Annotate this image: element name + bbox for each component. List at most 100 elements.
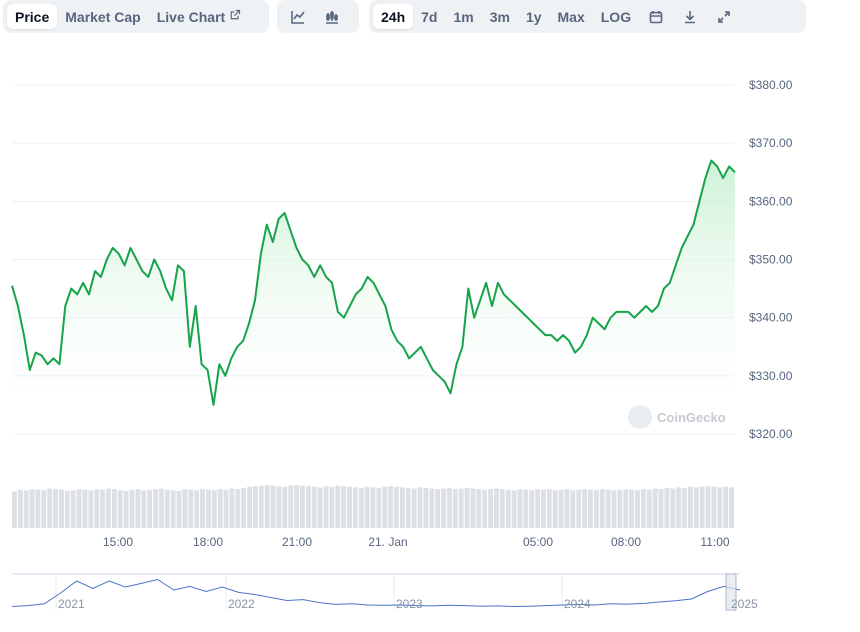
volume-bar	[64, 490, 70, 528]
volume-bar	[59, 489, 64, 528]
volume-bar	[12, 491, 17, 528]
volume-bar	[458, 488, 464, 528]
volume-bar	[111, 489, 117, 528]
volume-bar	[682, 487, 687, 528]
tab-price[interactable]: Price	[7, 4, 58, 29]
range-7d[interactable]: 7d	[421, 8, 438, 25]
volume-bar	[382, 486, 388, 528]
volume-bar	[300, 485, 305, 528]
volume-bar	[200, 489, 205, 528]
volume-bar	[388, 486, 394, 528]
volume-bar	[435, 489, 441, 528]
range-1y[interactable]: 1y	[525, 8, 542, 25]
volume-bar	[535, 489, 541, 528]
volume-bar	[488, 489, 493, 528]
volume-bar	[17, 489, 23, 528]
tab-live-chart[interactable]: Live Chart	[149, 4, 249, 29]
volume-bar	[170, 490, 176, 528]
log-scale-toggle[interactable]: LOG	[600, 8, 632, 25]
volume-bar	[147, 489, 153, 528]
volume-bar	[153, 489, 158, 528]
volume-bar	[446, 487, 452, 528]
volume-bar	[399, 487, 405, 528]
volume-bar	[617, 489, 623, 528]
range-24h[interactable]: 24h	[373, 4, 414, 29]
volume-bar	[211, 490, 217, 528]
x-tick-label: 15:00	[103, 535, 133, 549]
volume-bar	[352, 487, 358, 528]
volume-bar	[411, 488, 417, 528]
volume-bar	[335, 485, 341, 528]
y-tick-label: $320.00	[749, 427, 793, 441]
volume-bar	[676, 487, 682, 528]
volume-bar	[441, 488, 446, 528]
volume-bar	[41, 490, 47, 528]
volume-bar	[541, 489, 546, 528]
volume-bar	[599, 489, 605, 528]
volume-bar	[582, 489, 588, 528]
volume-bar	[476, 489, 482, 528]
line-chart-icon[interactable]	[281, 4, 315, 29]
volume-bar	[258, 485, 264, 528]
volume-bar	[670, 488, 676, 528]
volume-bar	[576, 489, 582, 528]
volume-bar	[729, 487, 734, 528]
volume-bar	[588, 489, 593, 528]
volume-bar	[658, 489, 664, 528]
volume-bar	[529, 490, 535, 528]
volume-bar	[194, 490, 200, 528]
volume-bar	[570, 490, 576, 528]
navigator-line	[11, 578, 741, 608]
navigator-range-handle[interactable]	[725, 573, 737, 611]
candlestick-chart-icon[interactable]	[315, 4, 349, 29]
y-tick-label: $350.00	[749, 253, 793, 267]
volume-bar	[47, 488, 53, 528]
volume-bar	[205, 489, 211, 528]
volume-bar	[623, 489, 629, 528]
volume-bar	[376, 487, 382, 528]
volume-bar	[482, 489, 488, 528]
volume-bar	[605, 489, 611, 528]
volume-bar	[593, 490, 599, 528]
range-max[interactable]: Max	[557, 8, 585, 25]
tab-market-cap[interactable]: Market Cap	[65, 8, 141, 25]
volume-bar	[494, 488, 499, 528]
volume-bar	[705, 486, 711, 528]
volume-bar	[505, 489, 511, 528]
calendar-icon[interactable]	[639, 4, 673, 29]
volume-bar	[311, 486, 317, 528]
volume-bar	[270, 485, 276, 528]
volume-bar	[699, 486, 705, 528]
volume-bar	[546, 489, 552, 528]
volume-bar	[123, 490, 129, 528]
volume-bar	[370, 487, 376, 528]
volume-bar	[106, 488, 111, 528]
volume-bar	[405, 487, 411, 528]
y-tick-label: $360.00	[749, 194, 793, 208]
volume-bar	[94, 489, 100, 528]
volume-bar	[347, 486, 352, 528]
x-tick-label: 18:00	[193, 535, 223, 549]
volume-bar	[82, 489, 88, 528]
range-3m[interactable]: 3m	[489, 8, 510, 25]
volume-bar	[29, 489, 35, 528]
volume-bar	[687, 486, 693, 528]
range-1m[interactable]: 1m	[453, 8, 474, 25]
volume-bar	[35, 489, 41, 528]
volume-bar	[305, 486, 311, 528]
volume-bar	[264, 485, 270, 528]
volume-bar	[511, 490, 517, 528]
volume-bar	[517, 489, 523, 528]
download-icon[interactable]	[673, 4, 707, 29]
volume-bar	[723, 486, 729, 528]
volume-bar	[635, 490, 640, 528]
volume-bar	[640, 489, 646, 528]
volume-bar	[329, 486, 335, 528]
volume-bar	[235, 489, 241, 528]
expand-icon[interactable]	[707, 4, 741, 29]
volume-bar	[129, 489, 135, 528]
external-link-icon	[229, 9, 241, 24]
volume-bar	[282, 486, 288, 528]
volume-bar	[611, 490, 617, 528]
